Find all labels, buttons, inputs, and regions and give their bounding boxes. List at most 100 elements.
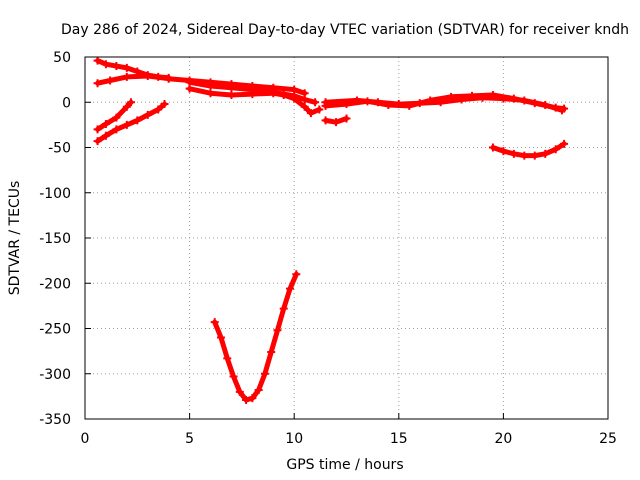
data-point (468, 91, 477, 100)
x-tick-labels: 0 5 10 15 20 25 (81, 413, 617, 447)
chart-title: Day 286 of 2024, Sidereal Day-to-day VTE… (61, 22, 629, 38)
y-tick-label: -250 (39, 322, 71, 338)
y-axis-label: SDTVAR / TECUs (7, 181, 23, 296)
data-point (300, 102, 309, 111)
data-point (206, 81, 215, 90)
data-point (363, 97, 372, 106)
data-point (122, 102, 131, 111)
data-point (488, 143, 497, 152)
data-point (342, 100, 351, 109)
data-point (551, 145, 560, 154)
data-point (321, 116, 330, 125)
data-point (290, 91, 299, 100)
data-point (101, 60, 110, 69)
data-point (242, 395, 251, 404)
data-point (560, 139, 569, 148)
data-point (143, 110, 152, 119)
data-point (122, 63, 131, 72)
data-point (127, 98, 136, 107)
data-point (248, 394, 257, 403)
data-point (160, 100, 169, 109)
data-point (267, 348, 276, 357)
data-point (509, 94, 518, 103)
data-point (164, 74, 173, 83)
data-point (292, 270, 301, 279)
data-point (210, 318, 219, 327)
data-point (315, 105, 324, 114)
x-tick-label: 15 (390, 431, 408, 447)
x-axis-label: GPS time / hours (286, 457, 403, 473)
data-point (93, 125, 102, 134)
data-point (306, 109, 315, 118)
series-line (212, 271, 299, 403)
data-point (332, 118, 341, 127)
data-point (321, 101, 330, 110)
data-point (530, 99, 539, 108)
data-point (223, 354, 232, 363)
data-point (112, 62, 121, 71)
data-point (185, 78, 194, 87)
series-arc-right-low (488, 139, 569, 160)
series-arc-dip (321, 114, 351, 127)
data-point (112, 113, 121, 122)
data-point (143, 72, 152, 81)
data-point (93, 137, 102, 146)
data-point (235, 387, 244, 396)
data-point (133, 116, 142, 125)
y-tick-label: -50 (48, 141, 71, 157)
data-point (286, 284, 295, 293)
data-series (93, 56, 569, 404)
x-tick-label: 0 (81, 431, 90, 447)
data-point (499, 147, 508, 156)
data-point (560, 104, 569, 113)
data-point (279, 90, 288, 99)
data-point (101, 131, 110, 140)
data-point (112, 125, 121, 134)
series-arc-left-low-2 (93, 100, 169, 146)
data-point (254, 386, 263, 395)
y-tick-label: 50 (53, 50, 71, 66)
data-point (384, 100, 393, 109)
data-point (509, 149, 518, 158)
data-point (154, 105, 163, 114)
y-tick-label: 0 (62, 95, 71, 111)
data-point (122, 72, 131, 81)
data-point (206, 89, 215, 98)
y-tick-label: -100 (39, 186, 71, 202)
x-tick-label: 20 (494, 431, 512, 447)
data-point (106, 76, 115, 85)
series-arc-top-band (93, 72, 309, 98)
x-tick-label: 5 (185, 431, 194, 447)
data-point (426, 96, 435, 105)
y-tick-label: -300 (39, 367, 71, 383)
data-point (541, 149, 550, 158)
data-point (279, 304, 288, 313)
data-point (122, 120, 131, 129)
y-tick-labels: 50 0 -50 -100 -150 -200 -250 -300 -350 (39, 50, 91, 428)
data-point (273, 326, 282, 335)
data-point (227, 83, 236, 92)
data-point (93, 56, 102, 65)
data-point (300, 95, 309, 104)
data-point (216, 333, 225, 342)
data-point (227, 91, 236, 100)
x-tick-label: 10 (285, 431, 303, 447)
y-tick-label: -150 (39, 231, 71, 247)
data-point (520, 151, 529, 160)
data-point (530, 151, 539, 160)
series-arc-left-low-1 (93, 98, 136, 134)
data-point (447, 92, 456, 101)
data-point (260, 369, 269, 378)
data-point (101, 119, 110, 128)
data-point (93, 79, 102, 88)
data-point (405, 101, 414, 110)
data-point (551, 103, 560, 112)
data-point (342, 114, 351, 123)
data-point (488, 91, 497, 100)
series-arc-middle-2 (321, 91, 569, 113)
y-tick-label: -350 (39, 412, 71, 428)
grid (85, 57, 608, 419)
data-point (229, 372, 238, 381)
series-arc-deep-v (210, 270, 301, 404)
